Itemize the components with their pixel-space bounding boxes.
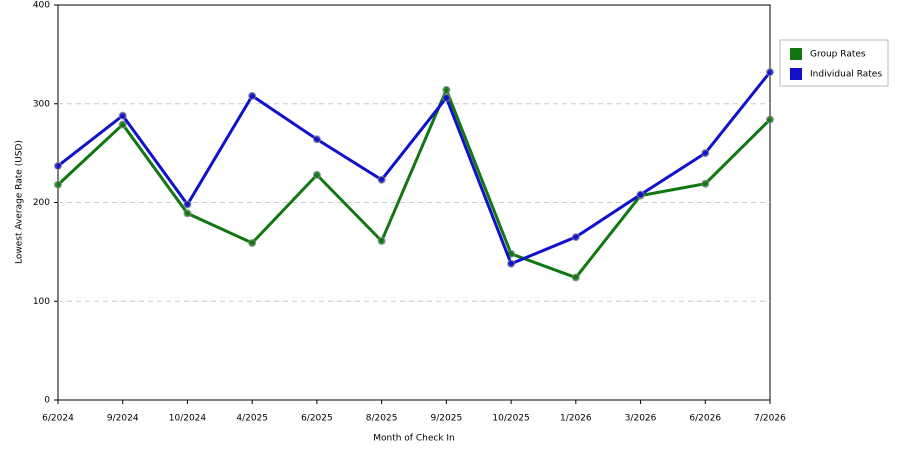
y-axis-label: Lowest Average Rate (USD) bbox=[15, 140, 25, 264]
y-tick-label: 400 bbox=[33, 1, 50, 11]
point bbox=[54, 161, 62, 170]
x-tick-label: 8/2025 bbox=[366, 414, 398, 424]
point bbox=[571, 273, 580, 282]
x-tick-label: 9/2025 bbox=[431, 414, 463, 424]
x-tick-label: 10/2024 bbox=[169, 414, 207, 424]
x-tick-label: 4/2025 bbox=[236, 414, 268, 424]
point bbox=[183, 209, 192, 218]
x-tick-label: 3/2026 bbox=[625, 414, 657, 424]
x-tick-label: 10/2025 bbox=[492, 414, 529, 424]
point bbox=[118, 120, 127, 129]
y-tick-label: 0 bbox=[44, 396, 50, 406]
point bbox=[636, 190, 645, 199]
point bbox=[54, 180, 62, 189]
x-axis-label: Month of Check In bbox=[373, 434, 455, 444]
point bbox=[766, 115, 774, 124]
x-tick-label: 6/2026 bbox=[689, 414, 721, 424]
legend-swatch bbox=[790, 68, 802, 80]
point bbox=[248, 91, 257, 100]
point bbox=[312, 170, 321, 179]
legend-label: Individual Rates bbox=[810, 70, 882, 80]
series-line bbox=[56, 85, 772, 280]
y-tick-label: 200 bbox=[33, 198, 50, 208]
y-tick-label: 100 bbox=[33, 297, 50, 307]
point bbox=[118, 111, 127, 120]
point bbox=[766, 68, 774, 77]
x-tick-label: 1/2026 bbox=[560, 414, 592, 424]
point bbox=[442, 93, 451, 102]
point bbox=[248, 238, 257, 247]
point bbox=[442, 85, 451, 94]
series-line bbox=[57, 71, 772, 266]
x-tick-label: 6/2025 bbox=[301, 414, 333, 424]
point bbox=[183, 200, 192, 209]
point bbox=[377, 237, 386, 246]
legend-swatch bbox=[790, 48, 802, 60]
legend-label: Group Rates bbox=[810, 50, 866, 60]
x-tick-label: 7/2026 bbox=[754, 414, 786, 424]
point bbox=[312, 135, 321, 144]
point bbox=[571, 233, 580, 242]
point bbox=[507, 259, 516, 268]
point bbox=[701, 149, 710, 158]
point bbox=[377, 175, 386, 184]
x-tick-label: 9/2024 bbox=[107, 414, 139, 424]
point bbox=[701, 179, 710, 188]
x-tick-label: 6/2024 bbox=[42, 414, 74, 424]
y-tick-label: 300 bbox=[33, 99, 50, 109]
